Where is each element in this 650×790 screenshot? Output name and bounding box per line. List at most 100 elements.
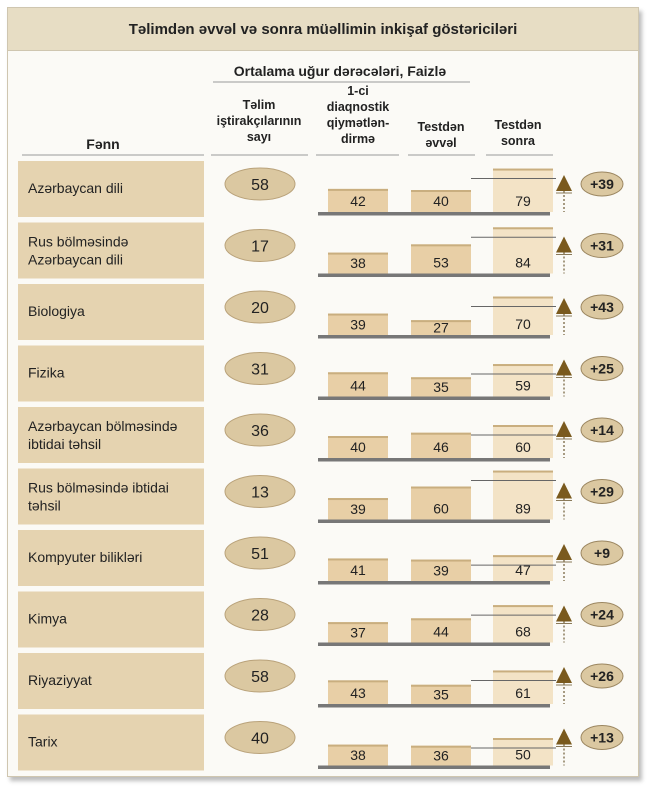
participants-oval (224, 475, 296, 508)
post-test-bar (493, 555, 553, 581)
pre-test-bar (411, 320, 471, 335)
subject-cell (18, 653, 204, 709)
subject-cell (18, 222, 204, 279)
participants-oval (224, 229, 296, 262)
row-baseline (318, 519, 550, 523)
post-test-bar (493, 670, 553, 704)
diagnostic-bar-cap (328, 436, 388, 438)
post-test-bar-cap (493, 364, 553, 367)
post-test-bar-cap (493, 738, 553, 740)
post-test-bar-cap (493, 555, 553, 558)
row-baseline (318, 581, 550, 585)
diagnostic-bar (328, 622, 388, 643)
subject-header: Fənn (86, 136, 119, 152)
diagnostic-bar (328, 372, 388, 397)
participants-oval (224, 167, 296, 201)
pre-test-bar-label: 46 (433, 439, 449, 455)
diagnostic-bar-cap (328, 372, 388, 375)
increase-arrow-icon (556, 175, 572, 191)
diagnostic-bar-label: 37 (350, 624, 366, 640)
diagnostic-bar (328, 558, 388, 581)
subject-label: Tarix (28, 734, 58, 750)
diagnostic-bar (328, 436, 388, 458)
increase-arrow-icon (556, 544, 572, 560)
gain-oval (580, 602, 624, 627)
pre-test-bar (411, 745, 471, 766)
pre-test-bar-cap (411, 618, 471, 621)
subject-label: Azərbaycan bölməsində (28, 418, 178, 434)
post-test-header: Testdən (495, 118, 542, 132)
pre-test-bar-cap (411, 244, 471, 247)
gain-oval (580, 479, 624, 504)
diagnostic-bar-label: 44 (350, 378, 366, 394)
subject-label: Biologiya (28, 303, 85, 319)
subject-label: təhsil (28, 498, 61, 514)
participants-oval (224, 290, 296, 324)
post-test-bar (493, 227, 553, 274)
participants-value: 51 (251, 546, 269, 563)
gain-oval (580, 356, 624, 381)
diagnostic-bar-label: 38 (350, 747, 366, 763)
gain-oval (580, 171, 624, 197)
diagnostic-bar-label: 42 (350, 193, 366, 209)
gain-value: +43 (590, 299, 614, 315)
post-test-bar-label: 70 (515, 316, 531, 332)
row-baseline (318, 212, 550, 216)
chart-frame: Təlimdən əvvəl və sonra müəllimin inkişa… (7, 7, 639, 777)
participants-value: 13 (251, 485, 269, 502)
post-test-bar-label: 68 (515, 624, 531, 640)
diagnostic-header: diaqnostik (327, 100, 390, 114)
row-baseline (318, 704, 550, 708)
pre-test-bar-label: 40 (433, 193, 449, 209)
pre-test-bar-label: 27 (433, 320, 449, 336)
diagnostic-header: dirmə (341, 132, 375, 146)
diagnostic-bar (328, 313, 388, 335)
pre-test-bar-cap (411, 486, 471, 489)
post-test-header: sonra (501, 134, 536, 148)
pre-test-bar-cap (411, 684, 471, 687)
pre-test-bar (411, 377, 471, 397)
diagnostic-bar-cap (328, 744, 388, 747)
participants-oval (224, 598, 296, 631)
post-test-bar (493, 364, 553, 397)
row-baseline (318, 273, 550, 277)
post-test-bar-label: 60 (515, 439, 531, 455)
participants-oval (224, 659, 296, 693)
post-test-bar-cap (493, 296, 553, 299)
diagnostic-bar-label: 43 (350, 685, 366, 701)
gain-oval (580, 417, 624, 443)
pre-test-bar-label: 53 (433, 255, 449, 271)
subject-cell (18, 161, 204, 217)
diagnostic-bar-cap (328, 622, 388, 625)
increase-arrow-icon (556, 605, 572, 622)
increase-arrow-icon (556, 359, 572, 376)
gain-oval (580, 540, 624, 566)
pre-test-bar-label: 35 (433, 686, 449, 702)
diagnostic-bar (328, 252, 388, 274)
post-test-bar-label: 59 (515, 378, 531, 394)
pre-test-bar-cap (411, 190, 471, 192)
increase-arrow-icon (556, 728, 572, 745)
pre-test-header: əvvəl (425, 136, 456, 150)
subject-label: Rus bölməsində ibtidai (28, 480, 169, 496)
pre-test-bar (411, 432, 471, 458)
post-test-bar (493, 738, 553, 766)
diagnostic-bar-cap (328, 188, 388, 191)
increase-arrow-icon (556, 482, 572, 499)
diagnostic-bar-cap (328, 680, 388, 683)
pre-test-bar-label: 39 (433, 562, 449, 578)
pre-test-bar (411, 244, 471, 274)
subject-label: Kompyuter bilikləri (28, 549, 142, 565)
row-baseline (318, 765, 550, 769)
participants-value: 40 (251, 731, 269, 748)
pre-test-bar-label: 35 (433, 379, 449, 395)
pre-test-bar (411, 684, 471, 704)
pre-test-bar-label: 44 (433, 624, 449, 640)
participants-header: Təlim (243, 98, 276, 112)
subject-label: Riyaziyyat (28, 672, 92, 688)
post-test-bar-label: 61 (515, 685, 531, 701)
participants-value: 17 (251, 239, 269, 256)
participants-oval (224, 536, 296, 570)
participants-oval (224, 721, 296, 754)
subject-label: Fizika (28, 365, 65, 381)
